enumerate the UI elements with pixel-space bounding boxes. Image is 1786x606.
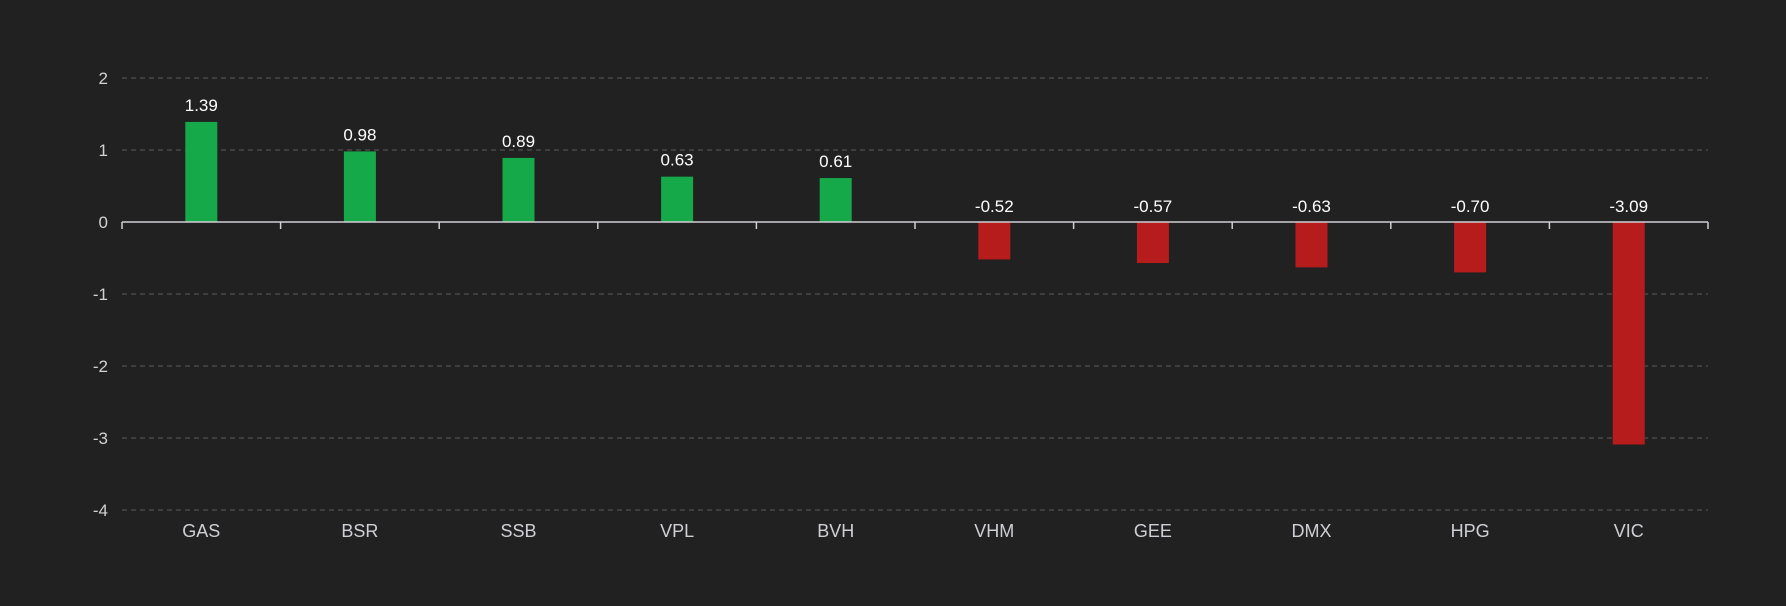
bar-vhm[interactable] (978, 222, 1011, 260)
data-labels: 1.39 0.98 0.89 0.63 0.61 -0.52 -0.57 -0.63 -0.70… (185, 96, 1648, 216)
y-tick-label: 2 (99, 69, 108, 88)
category-label-gas: GAS (182, 521, 220, 541)
category-label-hpg: HPG (1451, 521, 1490, 541)
category-labels: GAS BSR SSB VPL BVH VHM GEE DMX HPG VIC (182, 521, 1643, 541)
data-label-vhm: -0.52 (975, 197, 1014, 216)
data-label-vpl: 0.63 (661, 151, 694, 170)
y-axis-ticks: 2 1 0 -1 -2 -3 -4 (93, 69, 108, 520)
data-label-bvh: 0.61 (819, 152, 852, 171)
data-label-vic: -3.09 (1609, 197, 1648, 216)
bar-bvh[interactable] (819, 178, 852, 222)
bar-hpg[interactable] (1454, 222, 1487, 273)
data-label-gas: 1.39 (185, 96, 218, 115)
bars (185, 121, 1645, 445)
y-tick-label: -3 (93, 429, 108, 448)
category-label-ssb: SSB (500, 521, 536, 541)
bar-vic[interactable] (1612, 222, 1645, 445)
y-tick-label: -1 (93, 285, 108, 304)
gridlines (122, 77, 1708, 511)
x-axis (121, 221, 1709, 229)
category-label-vpl: VPL (660, 521, 694, 541)
category-label-vhm: VHM (974, 521, 1014, 541)
data-label-ssb: 0.89 (502, 132, 535, 151)
y-tick-label: -2 (93, 357, 108, 376)
category-label-bsr: BSR (341, 521, 378, 541)
category-label-vic: VIC (1614, 521, 1644, 541)
bar-gas[interactable] (185, 121, 218, 222)
bar-bsr[interactable] (343, 151, 376, 222)
bar-dmx[interactable] (1295, 222, 1328, 268)
data-label-bsr: 0.98 (343, 125, 376, 144)
data-label-hpg: -0.70 (1451, 197, 1490, 216)
category-label-dmx: DMX (1292, 521, 1332, 541)
bar-gee[interactable] (1136, 222, 1169, 264)
data-label-dmx: -0.63 (1292, 197, 1331, 216)
bar-ssb[interactable] (502, 157, 535, 222)
category-label-bvh: BVH (817, 521, 854, 541)
y-tick-label: -4 (93, 501, 108, 520)
category-label-gee: GEE (1134, 521, 1172, 541)
data-label-gee: -0.57 (1134, 197, 1173, 216)
y-tick-label: 0 (99, 213, 108, 232)
bar-vpl[interactable] (661, 176, 694, 222)
y-tick-label: 1 (99, 141, 108, 160)
